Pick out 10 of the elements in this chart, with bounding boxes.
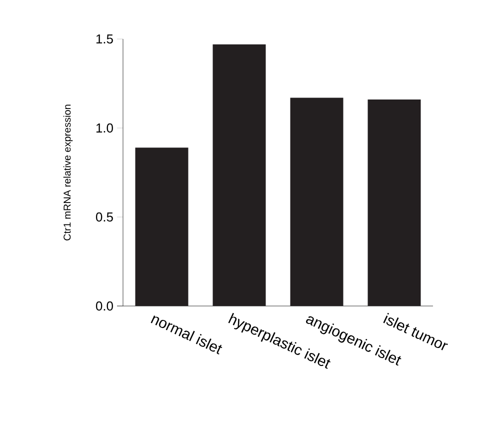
y-tick-label: 0.5 [96, 212, 113, 222]
bar [135, 148, 188, 306]
y-tick-label: 1.0 [96, 123, 113, 133]
y-tick-label: 0.0 [96, 301, 113, 311]
y-axis-title: Ctr1 mRNA relative expression [63, 104, 73, 240]
bar [290, 98, 344, 306]
x-tick-label: islet tumor [383, 312, 448, 350]
y-tick-label: 1.5 [96, 34, 113, 44]
bar [212, 44, 266, 306]
bar [368, 100, 421, 306]
